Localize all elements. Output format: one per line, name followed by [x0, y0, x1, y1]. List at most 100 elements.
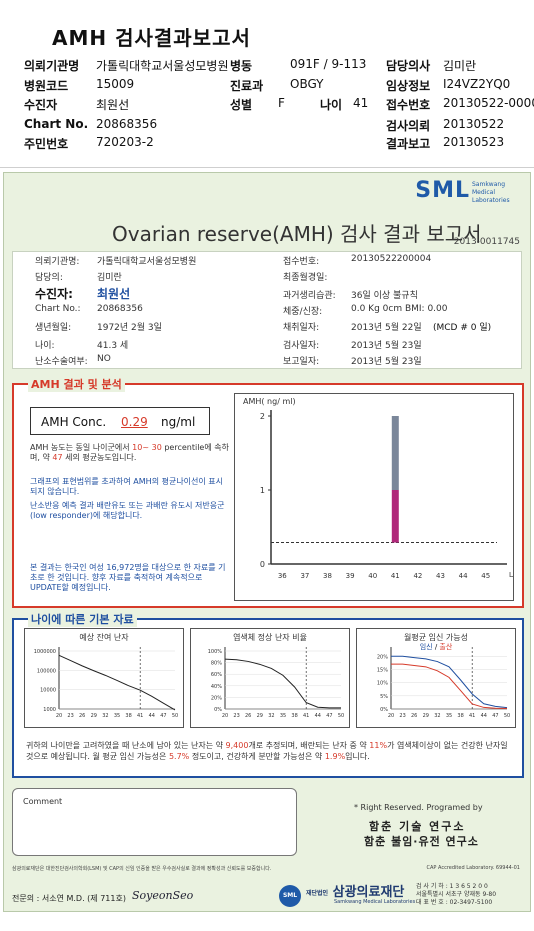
- info-row: 의뢰기관명: 가톨릭대학교서울성모병원 접수번호: 20130522200004: [13, 254, 523, 268]
- x-axis-label: 나이: [509, 570, 513, 580]
- header-value: 20130522-00004: [443, 96, 534, 110]
- info-label: 담당의:: [35, 273, 63, 283]
- amh-analysis-paragraph: 그래프의 표현범위를 초과하여 AMH의 평균나이선이 표시되지 않습니다.: [30, 477, 224, 496]
- pregnancy-rate-svg: 20% 15% 10% 5% 0%20 23 26 29 32 35 38 41 44 47 50: [377, 647, 510, 719]
- foundation-prefix: 재단법인: [306, 890, 329, 897]
- doctor-sign: 전문의 : 서소연 M.D. (제 711호): [12, 894, 126, 903]
- y-tick-label: 1000000: [34, 649, 56, 655]
- header-value: 41: [353, 96, 369, 110]
- x-tick-label: 35: [114, 713, 120, 719]
- contact-line: 서울특별시 서초구 양재동 9-80: [416, 891, 497, 898]
- y-tick-label: 80%: [211, 661, 222, 667]
- header-value: 최원선: [96, 98, 130, 112]
- y-tick-label: 20%: [211, 695, 222, 701]
- header-label: 병원코드: [24, 79, 69, 93]
- x-tick-label: 44: [315, 713, 321, 719]
- x-tick-label: 47: [326, 713, 332, 719]
- y-tick-label: 0%: [214, 707, 222, 713]
- header-label: 검사의뢰: [386, 119, 431, 133]
- amh-percentile-range: 10~ 30: [132, 443, 162, 452]
- header-label: 주민번호: [24, 137, 69, 151]
- info-value: 2013년 5월 22일: [351, 323, 422, 333]
- amh-conc-value: 0.29: [121, 415, 148, 429]
- info-row: 수진자: 최원선 과거생리습관: 36일 이상 불규칙: [13, 285, 523, 302]
- foundation-name: 재단법인 삼광의료재단: [306, 881, 404, 900]
- info-value: 20130522200004: [351, 254, 432, 264]
- normal-egg-ratio-chart: 염색체 정상 난자 비율 100% 80% 60% 40% 20% 0% 20 23 26 29 3…: [190, 628, 350, 728]
- foundation-contact: 검 사 기 하 : 1 3 6 5 2 0 0 서울특별시 서초구 양재동 9-…: [416, 883, 496, 907]
- y-tick-label: 100%: [208, 649, 223, 655]
- x-tick-label: 50: [504, 713, 510, 719]
- header-row: 병원코드 15009 진료과 OBGY 임상정보 I24VZ2YQ0: [0, 77, 534, 95]
- info-row: 나이: 41.3 세 검사일자: 2013년 5월 23일: [13, 338, 523, 352]
- comment-box: Comment: [12, 788, 297, 856]
- y-tick-label: 1000: [43, 707, 56, 713]
- x-tick-label: 43: [436, 572, 445, 580]
- y-tick-label: 20%: [377, 654, 388, 660]
- summary-pregnancy-pct: 5.7%: [168, 752, 190, 761]
- info-label: 검사일자:: [283, 341, 320, 351]
- header-row: 의뢰기관명 가톨릭대학교서울성모병원 병동 091F / 9-113 담당의사 …: [0, 57, 534, 75]
- header-row: 수진자 최원선 성별 F 나이 41 접수번호 20130522-00004: [0, 96, 534, 114]
- y-tick-label: 10000: [40, 688, 56, 694]
- amh-chart-svg: 0 1 2 36 37 38 39 40 41 42 43 44 45 나이: [260, 410, 524, 580]
- amh-disclaimer: 본 결과는 한국인 여성 16,972명을 대상으로 한 자료를 기초로 한 것…: [30, 563, 226, 592]
- x-tick-label: 41: [469, 713, 475, 719]
- institute-name: 함춘 불임·유전 연구소: [364, 835, 479, 848]
- x-tick-label: 32: [434, 713, 440, 719]
- header-row: 주민번호 720203-2 결과보고 20130523: [0, 135, 534, 153]
- info-row: 난소수술여부: NO 보고일자: 2013년 5월 23일: [13, 354, 523, 368]
- y-tick-label: 1: [260, 486, 265, 495]
- report-number: 2013-0011745: [453, 237, 520, 247]
- header-value: 720203-2: [96, 135, 154, 149]
- contact-line: 검 사 기 하 : 1 3 6 5 2 0 0: [416, 883, 488, 890]
- info-value: 36일 이상 불규칙: [351, 291, 418, 301]
- mini-chart-title: 염색체 정상 난자 비율: [233, 633, 307, 642]
- x-tick-label: 38: [125, 713, 131, 719]
- x-tick-label: 42: [413, 572, 422, 580]
- x-tick-label: 45: [481, 572, 490, 580]
- accreditation-text: 삼광의료재단은 대한진단검사의학회(LSM) 및 CAP의 신임 인증을 받은 …: [12, 866, 272, 872]
- x-tick-label: 26: [245, 713, 251, 719]
- y-tick-label: 0: [260, 560, 265, 569]
- x-tick-label: 41: [391, 572, 400, 580]
- report-header: AMH 검사결과보고서 의뢰기관명 가톨릭대학교서울성모병원 병동 091F /…: [0, 0, 534, 168]
- info-value: 41.3 세: [97, 341, 129, 351]
- y-tick-label: 100000: [37, 668, 56, 674]
- info-label: 체중/신장:: [283, 307, 323, 317]
- header-label: 의뢰기관명: [24, 59, 80, 73]
- header-value: 가톨릭대학교서울성모병원: [96, 59, 229, 73]
- series-line: [391, 655, 508, 709]
- foundation-logo-icon: SML: [279, 885, 301, 907]
- info-value: 1972년 2월 3일: [97, 323, 162, 333]
- header-row: Chart No. 20868356 검사의뢰 20130522: [0, 117, 534, 135]
- section-title: AMH 결과 및 분석: [28, 376, 125, 392]
- x-tick-label: 35: [446, 713, 452, 719]
- y-tick-label: 10%: [377, 681, 388, 687]
- x-tick-label: 47: [160, 713, 166, 719]
- amh-analysis-paragraph: 난소반응 예측 결과 배란유도 또는 과배란 유도시 저반응군 (low res…: [30, 501, 225, 520]
- header-value: 20868356: [96, 117, 158, 131]
- comment-label: Comment: [23, 797, 63, 806]
- series-line: [58, 654, 176, 711]
- y-tick-label: 5%: [380, 694, 388, 700]
- x-tick-label: 26: [79, 713, 85, 719]
- x-tick-label: 29: [91, 713, 97, 719]
- range-bar-lower: [391, 490, 399, 543]
- amh-conc-unit: ng/ml: [161, 415, 196, 429]
- mcd-value: (MCD # 0 일): [433, 323, 492, 333]
- header-value: 091F / 9-113: [290, 57, 367, 71]
- header-value: 20130522: [443, 117, 505, 131]
- header-value: OBGY: [290, 77, 324, 91]
- amh-chart: AMH( ng/ ml) 0 1 2 36 37 38 39 40 41 42 43 44 45 나이: [234, 393, 524, 601]
- x-tick-label: 39: [346, 572, 355, 580]
- summary-text: 귀하의 나이만을 고려하였을 때 난소에 남아 있는 난자는 약: [26, 741, 223, 750]
- header-label: 임상정보: [386, 79, 431, 93]
- mini-chart-title: 월평균 임신 가능성: [404, 633, 468, 642]
- x-tick-label: 50: [172, 713, 178, 719]
- info-value: 20868356: [97, 304, 143, 314]
- sml-logo: SML: [415, 178, 470, 203]
- x-tick-label: 23: [399, 713, 405, 719]
- x-tick-label: 26: [411, 713, 417, 719]
